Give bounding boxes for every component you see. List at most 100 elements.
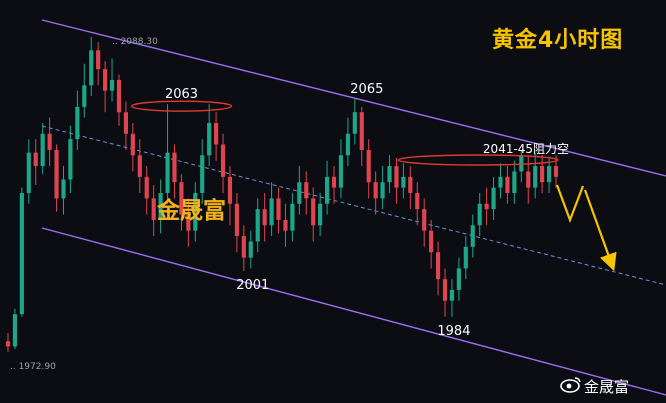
candle-body [338,155,344,188]
candle-body [422,209,427,231]
candle-body [123,112,129,134]
candle-body [380,182,385,199]
label-2065: 2065 [350,82,383,97]
candle-body [442,279,448,301]
candle-body [158,193,163,220]
candle-body [415,193,420,210]
candle-body [546,166,552,183]
candle-body [429,230,434,253]
candle-body [241,236,246,258]
candle-body [193,193,198,231]
candle-body [470,225,475,247]
price-low-label: .. 1972.90 [10,362,56,372]
candle-body [449,289,455,301]
candle-body [519,155,524,172]
candle-body [248,241,253,258]
channel-lower-line [41,227,666,396]
candle-body [311,198,316,226]
candle-body [200,155,205,193]
candle-body [179,182,184,215]
candle-body [290,203,295,231]
candle-body [269,198,274,226]
candle-body [276,198,281,220]
watermark-text: 金晟富 [584,378,630,396]
candle-body [498,176,503,188]
candle-body [553,166,559,177]
projection-zigzag [555,184,585,224]
candle-body [255,209,260,242]
candle-body [477,203,482,226]
candle-body [387,166,392,183]
candle-body [47,133,52,150]
candle-body [505,176,510,193]
candle-body [82,85,87,107]
candle-body [220,144,226,177]
candle-body [109,79,115,91]
candle-body [151,198,156,220]
price-high-label: .. 2088.30 [112,37,158,47]
candle-body [144,176,149,199]
resistance-ellipse-2063 [130,100,233,112]
candle-body [540,166,545,183]
brand-overlay: 金晟富 [157,198,226,224]
candle-body [304,182,309,199]
candle-body [172,152,177,183]
label-1984: 1984 [437,324,470,339]
candle-body [456,268,461,290]
projection-down-arrow [583,189,617,272]
candle-body [526,171,531,188]
candle-body [227,176,233,204]
candle-body [19,193,24,315]
candle-body [116,79,122,113]
candle-body [103,69,108,91]
candle-body [297,182,302,204]
channel-upper-line [41,19,666,177]
candle-body [54,149,59,199]
candle-body [12,314,18,347]
candle-body [401,176,406,188]
candle-body [262,209,267,226]
candle-body [345,133,350,156]
resistance-ellipse-2041-45 [397,154,559,166]
candle-body [325,176,330,204]
candle-body [26,152,31,193]
candle-body [40,133,45,167]
candle-body [61,179,66,199]
candle-body [484,203,489,210]
weibo-eye-icon [560,377,581,393]
candle-body [75,106,80,140]
candle-body [165,152,170,193]
candle-body [491,187,496,210]
candle-body [463,246,468,269]
candle-body [186,214,191,231]
candle-body [89,50,94,86]
candle-body [394,166,399,188]
candle-body [318,203,323,226]
candle-body [137,155,142,177]
candle-body [234,203,239,237]
candle-body [283,219,288,231]
candle-body [512,171,517,193]
channel-mid-line [41,125,666,286]
candle-body [96,50,101,70]
candle-body [408,176,413,193]
chart-title: 黄金4小时图 [492,28,624,53]
label-2063: 2063 [165,87,198,102]
candle-body [352,112,357,134]
candle-body [533,166,538,188]
candle-body [373,182,378,199]
candle-body [435,252,441,280]
label-2001: 2001 [236,278,269,293]
candle-body [214,123,219,145]
label-resistance-2041-45: 2041-45阻力空 [483,142,569,156]
candle-body [33,152,38,167]
candle-body [130,133,135,156]
candle-body [5,341,11,347]
candle-body [207,123,212,156]
candle-body [331,176,337,188]
candle-body [366,149,371,183]
candle-body [68,139,73,180]
candle-body [359,112,364,150]
